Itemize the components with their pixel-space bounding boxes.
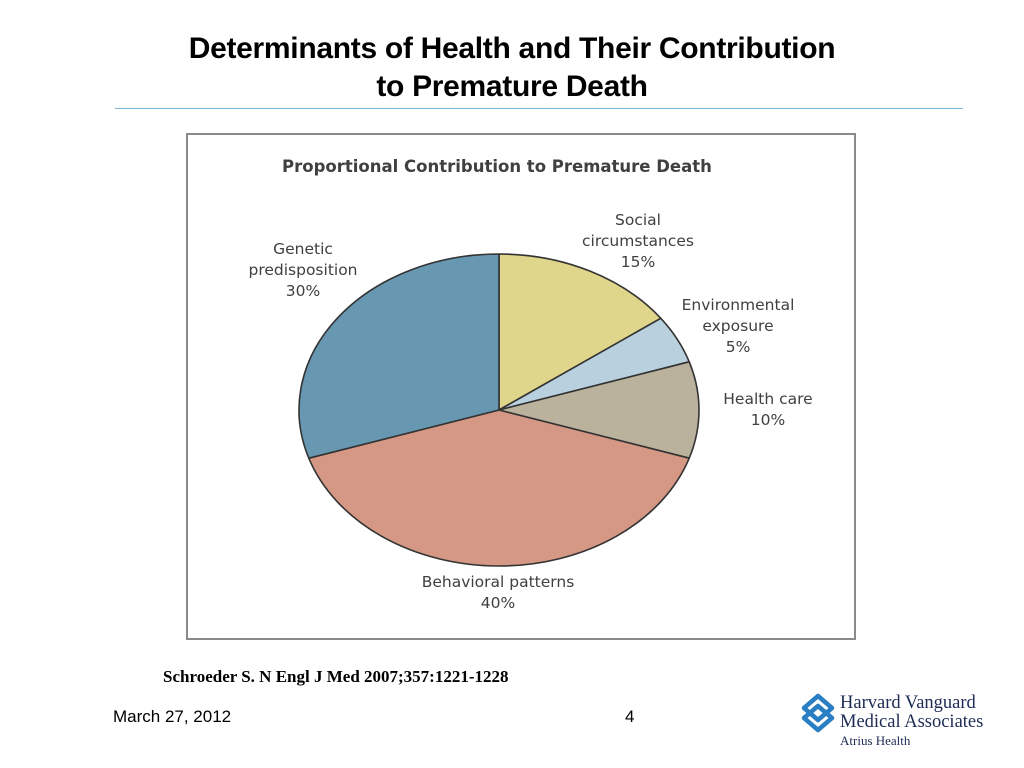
harvard-vanguard-logo: Harvard Vanguard Medical Associates Atri…: [800, 693, 1005, 753]
slide-title-line-2: to Premature Death: [376, 70, 648, 103]
slice-label-behavioral-patterns: Behavioral patterns 40%: [393, 572, 603, 614]
slice-label-social-circumstances: Social circumstances 15%: [548, 210, 728, 273]
slice-label-text: Behavioral patterns: [421, 573, 575, 591]
footer-date: March 27, 2012: [113, 707, 232, 726]
chart-figure: Proportional Contribution to Premature D…: [186, 133, 856, 640]
slice-label-value: 40%: [480, 594, 516, 612]
slice-label-value: 5%: [725, 338, 751, 356]
slice-label-text: Genetic: [273, 240, 333, 258]
slice-label-environmental-exposure: Environmental exposure 5%: [653, 295, 823, 358]
pie-slice-genetic-predisposition: [298, 253, 500, 460]
slide-title: Determinants of Health and Their Contrib…: [0, 30, 1024, 106]
slice-label-text: Environmental: [681, 296, 795, 314]
logo-text-line-3: Atrius Health: [840, 733, 911, 748]
slice-label-text: Health care: [723, 390, 813, 408]
logo-text-line-2: Medical Associates: [840, 712, 984, 732]
slice-label-text: Social: [615, 211, 661, 229]
chart-title: Proportional Contribution to Premature D…: [282, 157, 712, 176]
slice-label-value: 10%: [750, 411, 786, 429]
pie-slice-social-circumstances: [498, 253, 662, 411]
logo-text-line-1: Harvard Vanguard: [840, 693, 976, 713]
pie-slice-health-care: [498, 360, 700, 460]
slide-title-line-1: Determinants of Health and Their Contrib…: [188, 32, 836, 65]
pie-slice-behavioral-patterns: [307, 409, 691, 567]
slice-label-value: 15%: [620, 253, 656, 271]
title-divider: [115, 108, 963, 109]
pie-chart: [298, 253, 700, 567]
slice-label-text: predisposition: [248, 261, 358, 279]
slice-label-genetic-predisposition: Genetic predisposition 30%: [228, 239, 378, 302]
slice-label-text: circumstances: [582, 232, 694, 250]
page-number: 4: [625, 707, 635, 726]
slice-label-text: exposure: [702, 317, 774, 335]
citation: Schroeder S. N Engl J Med 2007;357:1221-…: [163, 667, 509, 686]
slice-label-value: 30%: [285, 282, 321, 300]
interlocking-diamond-logo-icon: [801, 693, 835, 733]
slice-label-health-care: Health care 10%: [703, 389, 833, 431]
